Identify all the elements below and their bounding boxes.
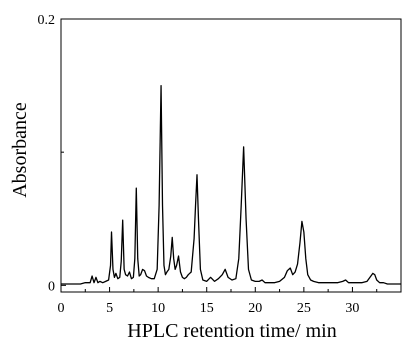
x-axis-title: HPLC retention time/ min — [127, 320, 336, 342]
x-tick-label: 15 — [200, 301, 214, 316]
y-tick-label: 0.2 — [38, 13, 56, 28]
x-tick-label: 0 — [58, 301, 65, 316]
x-tick-label: 30 — [345, 301, 359, 316]
y-axis-title: Absorbance — [9, 102, 31, 198]
y-tick-label: 0 — [48, 279, 55, 294]
y-axis: 00.2 — [38, 13, 66, 294]
x-axis: 0 5 10 15 20 25 30 — [58, 287, 378, 316]
x-tick-label: 25 — [297, 301, 311, 316]
x-tick-label: 20 — [248, 301, 262, 316]
x-tick-label: 10 — [151, 301, 165, 316]
series-group — [61, 84, 401, 285]
x-tick-label: 5 — [106, 301, 113, 316]
series-line — [61, 84, 401, 285]
